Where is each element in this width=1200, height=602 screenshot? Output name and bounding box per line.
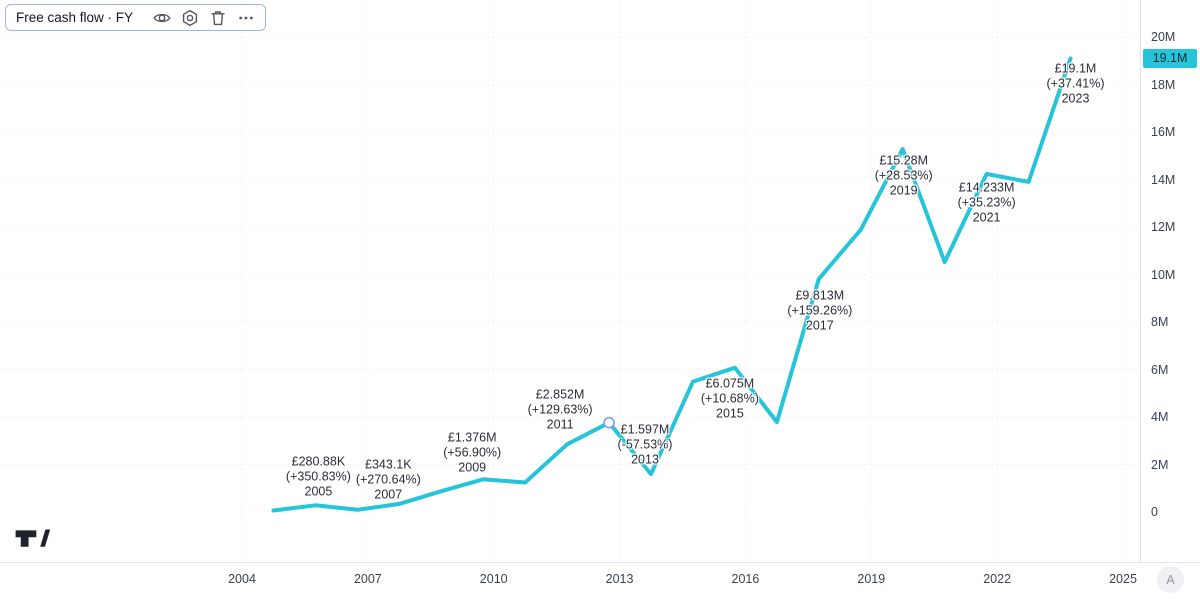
data-label-value: £15.28M	[879, 153, 929, 168]
data-label-year: 2013	[631, 452, 659, 467]
data-label-year: 2011	[546, 417, 574, 432]
time-tick-label: 2022	[983, 572, 1012, 586]
selected-point-marker	[603, 416, 615, 429]
data-label-value: £280.88K	[291, 454, 346, 469]
data-label-2017: £9.813M (+159.26%) 2017	[787, 288, 852, 333]
data-label-pct: (+28.53%)	[874, 168, 933, 183]
data-label-pct: (+37.41%)	[1046, 76, 1105, 91]
data-label-pct: (-57.53%)	[617, 437, 673, 452]
data-label-year: 2017	[805, 318, 834, 333]
data-label-value: £2.852M	[535, 387, 585, 402]
data-label-2023: £19.1M (+37.41%) 2023	[1046, 62, 1104, 107]
time-axis-labels: 2004 2007 2010 2013 2016 2019 2022 2025	[0, 563, 1140, 602]
data-label-2021: £14.233M (+35.23%) 2021	[958, 180, 1016, 225]
legend-source-row[interactable]: Free cash flow · FY	[5, 4, 267, 31]
data-label-2011: £2.852M (+129.63%) 2011	[528, 388, 593, 433]
last-value-badge: 19.1M	[1143, 48, 1197, 68]
data-label-year: 2007	[374, 487, 403, 502]
price-tick-label: 0	[1151, 505, 1158, 519]
data-label-2019: £15.28M (+28.53%) 2019	[875, 154, 933, 199]
legend-title: Free cash flow · FY	[16, 10, 134, 25]
avatar-label: A	[1166, 572, 1175, 587]
free-cash-flow-line[interactable]	[271, 56, 1073, 513]
data-label-value: £343.1K	[365, 457, 412, 472]
data-label-value: £14.233M	[958, 180, 1015, 195]
price-tick-label: 10M	[1151, 267, 1176, 282]
data-label-value: £9.813M	[795, 288, 845, 303]
price-tick-label: 16M	[1151, 125, 1176, 139]
data-label-year: 2009	[458, 460, 487, 475]
time-tick-label: 2007	[353, 572, 382, 586]
data-label-pct: (+129.63%)	[527, 402, 593, 417]
price-tick-label: 12M	[1151, 220, 1176, 234]
price-tick-label: 20M	[1151, 30, 1176, 44]
data-label-value: £19.1M	[1054, 61, 1097, 76]
eye-icon	[153, 13, 171, 22]
data-label-year: 2015	[716, 406, 744, 421]
gear-icon	[182, 9, 198, 26]
time-tick-label: 2013	[605, 572, 634, 586]
account-avatar-button[interactable]: A	[1157, 566, 1184, 593]
data-label-year: 2023	[1061, 91, 1090, 106]
data-label-2009: £1.376M (+56.90%) 2009	[443, 431, 501, 476]
data-label-value: £1.376M	[447, 430, 497, 445]
data-label-pct: (+270.64%)	[355, 472, 421, 487]
visibility-button[interactable]	[149, 7, 175, 29]
data-label-pct: (+350.83%)	[285, 469, 351, 484]
time-tick-label: 2010	[479, 572, 508, 586]
plot-area	[0, 0, 1140, 562]
data-label-year: 2021	[972, 210, 1001, 225]
data-label-2007: £343.1K (+270.64%) 2007	[356, 457, 421, 502]
data-label-year: 2019	[889, 183, 918, 198]
time-tick-label: 2019	[857, 572, 886, 586]
ellipsis-icon	[239, 16, 253, 19]
price-tick-label: 18M	[1151, 77, 1176, 92]
data-label-2005: £280.88K (+350.83%) 2005	[286, 455, 351, 500]
time-tick-label: 2025	[1109, 572, 1137, 586]
data-label-year: 2005	[304, 484, 333, 499]
settings-button[interactable]	[177, 7, 203, 29]
time-tick-label: 2016	[731, 572, 760, 586]
data-label-pct: (+56.90%)	[443, 445, 502, 460]
time-tick-label: 2004	[228, 572, 256, 586]
time-axis[interactable]: 2004 2007 2010 2013 2016 2019 2022 2025 A	[0, 562, 1200, 602]
delete-button[interactable]	[205, 7, 231, 29]
data-label-pct: (+10.68%)	[700, 391, 759, 406]
price-axis[interactable]: 19.1M 0 2M 4M 6M 8M 10M 12M 14M 16M 18M 20M	[1140, 0, 1200, 562]
data-label-value: £1.597M	[620, 422, 670, 437]
gridlines	[0, 0, 1140, 562]
data-label-2015: £6.075M (+10.68%) 2015	[701, 376, 759, 421]
price-tick-label: 4M	[1151, 410, 1169, 424]
price-tick-label: 2M	[1151, 457, 1169, 472]
tradingview-logo[interactable]	[13, 524, 51, 554]
data-label-pct: (+35.23%)	[957, 195, 1016, 210]
more-button[interactable]	[233, 7, 259, 29]
data-label-pct: (+159.26%)	[787, 303, 853, 318]
price-tick-label: 6M	[1151, 362, 1169, 377]
data-label-2013: £1.597M (-57.53%) 2013	[618, 423, 673, 468]
trash-icon	[211, 10, 225, 25]
data-label-value: £6.075M	[705, 376, 755, 391]
price-tick-label: 14M	[1151, 172, 1176, 187]
price-tick-label: 8M	[1151, 315, 1169, 329]
